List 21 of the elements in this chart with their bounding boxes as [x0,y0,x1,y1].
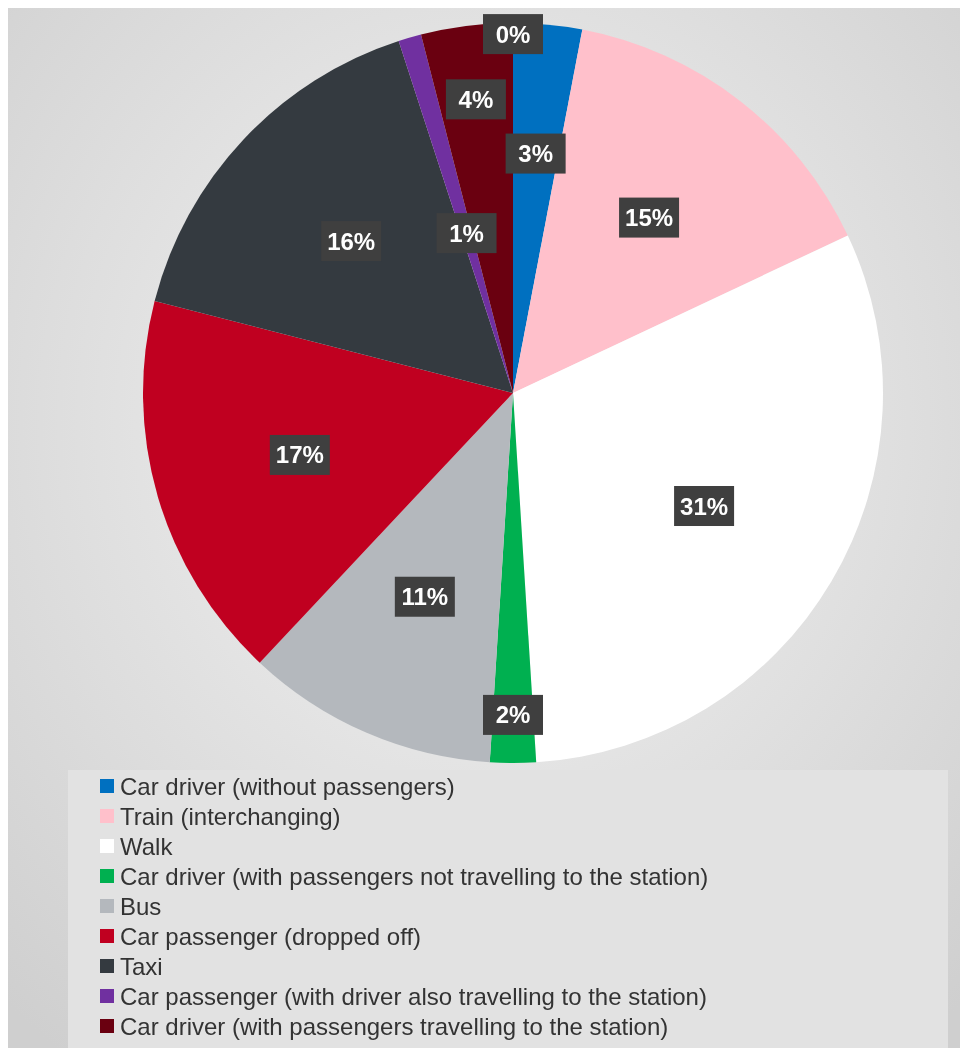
data-label: 2% [495,701,531,729]
legend-label: Car passenger (dropped off) [120,922,422,950]
legend-label: Car driver (without passengers) [120,772,455,800]
data-label: 16% [327,227,376,255]
legend-label: Bus [120,892,162,920]
legend-label: Car driver (with passengers not travelling to the station) [120,862,709,890]
pie-slice [143,300,513,663]
data-label: 31% [680,492,729,520]
legend-label: Walk [120,832,174,860]
legend-label: Taxi [120,952,163,980]
text: 0% [495,20,531,48]
data-label: 1% [449,219,484,247]
data-label: 4% [458,85,494,113]
data-label: 15% [625,204,674,232]
data-label: 11% [401,583,449,611]
pie-slice [154,41,513,393]
legend-label: Car passenger (with driver also travelling to the station) [120,982,707,1010]
data-label: 17% [275,441,324,469]
legend-label: Car driver (with passengers travelling to the station) [120,1012,669,1040]
data-label: 3% [518,140,553,168]
legend-label: Train (interchanging) [120,802,341,830]
